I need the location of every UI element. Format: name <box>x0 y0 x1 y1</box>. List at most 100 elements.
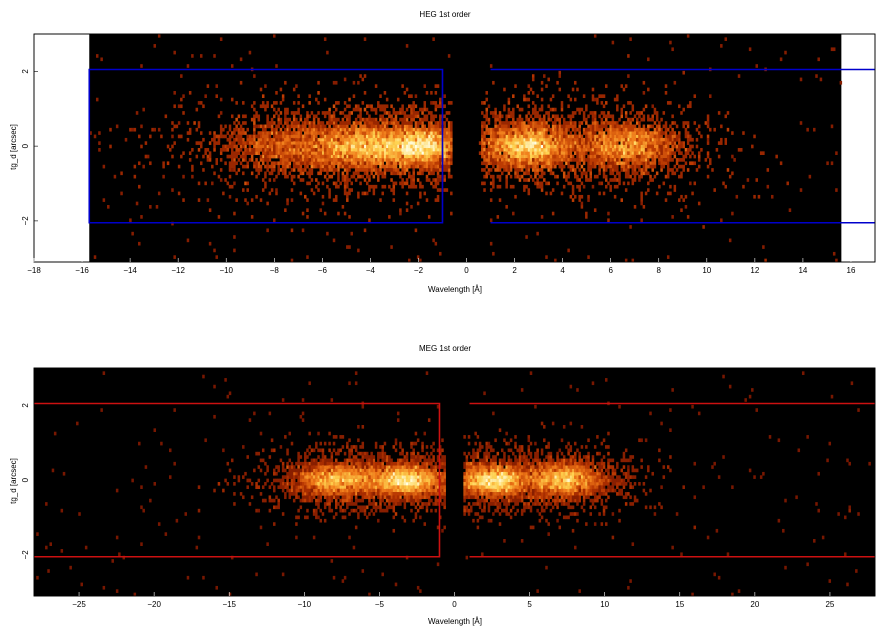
density-cell <box>352 107 356 112</box>
density-cell <box>596 151 599 155</box>
density-cell <box>310 121 314 125</box>
density-cell <box>538 131 542 135</box>
density-cell <box>445 164 449 169</box>
density-cell <box>567 127 570 132</box>
density-cell <box>290 158 294 162</box>
density-cell <box>496 127 500 132</box>
density-cell <box>602 168 606 172</box>
density-cell <box>638 121 641 125</box>
density-cell <box>624 131 628 135</box>
density-cell <box>354 124 358 129</box>
density-cell <box>483 137 486 142</box>
density-cell <box>469 461 473 466</box>
density-cell <box>277 131 280 135</box>
density-cell <box>365 468 369 473</box>
density-cell <box>321 488 325 493</box>
density-cell <box>217 134 221 139</box>
density-cell <box>339 478 342 483</box>
density-cell <box>598 191 601 196</box>
density-cell <box>255 158 258 162</box>
density-cell <box>518 131 522 135</box>
density-cell <box>379 468 382 473</box>
density-cell <box>662 164 666 169</box>
density-cell <box>374 461 378 466</box>
density-cell <box>343 188 347 192</box>
density-cell <box>613 161 617 166</box>
density-cell <box>372 117 376 122</box>
density-cell <box>399 441 402 446</box>
density-cell <box>261 144 265 149</box>
density-cell <box>613 121 617 125</box>
density-cell <box>640 111 643 115</box>
density-cell <box>609 168 612 172</box>
density-cell <box>248 148 252 152</box>
density-cell <box>589 111 593 115</box>
density-cell <box>348 168 351 172</box>
density-cell <box>292 154 296 159</box>
density-cell <box>441 461 444 466</box>
density-cell <box>337 101 340 105</box>
density-cell <box>385 468 389 473</box>
density-cell <box>326 488 329 493</box>
density-cell <box>328 174 331 179</box>
density-cell <box>427 151 431 155</box>
density-cell <box>543 171 546 176</box>
density-cell <box>365 171 369 176</box>
density-cell <box>686 104 690 109</box>
density-cell <box>213 137 216 142</box>
density-cell <box>627 121 630 125</box>
density-cell <box>363 465 367 469</box>
density-cell <box>582 127 586 132</box>
density-cell <box>647 181 650 186</box>
density-cell <box>421 488 424 493</box>
density-cell <box>321 181 325 186</box>
density-cell <box>401 458 404 463</box>
density-cell <box>416 148 420 152</box>
density-cell <box>401 107 404 112</box>
density-cell <box>618 161 621 166</box>
density-cell <box>374 482 378 486</box>
density-cell <box>304 471 307 476</box>
density-cell <box>100 57 103 62</box>
density-cell <box>297 465 300 469</box>
density-cell <box>611 124 615 129</box>
density-cell <box>299 134 303 139</box>
density-cell <box>326 137 329 142</box>
density-cell <box>328 194 331 199</box>
density-cell <box>419 168 422 172</box>
density-cell <box>545 127 548 132</box>
density-cell <box>624 127 628 132</box>
density-cell <box>341 121 345 125</box>
density-cell <box>341 141 345 145</box>
density-cell <box>346 148 349 152</box>
density-cell <box>281 148 285 152</box>
density-cell <box>680 158 683 162</box>
density-cell <box>354 445 358 449</box>
density-cell <box>434 91 438 95</box>
density-cell <box>569 164 573 169</box>
density-cell <box>835 188 838 192</box>
density-cell <box>624 134 628 139</box>
density-cell <box>372 191 376 196</box>
density-cell <box>288 117 292 122</box>
density-cell <box>585 104 588 109</box>
density-cell <box>363 482 367 486</box>
density-cell <box>423 478 427 483</box>
density-cell <box>304 495 307 500</box>
density-cell <box>523 184 526 189</box>
density-cell <box>299 144 303 149</box>
density-cell <box>576 164 579 169</box>
density-cell <box>250 151 254 155</box>
density-cell <box>582 158 586 162</box>
density-cell <box>549 148 553 152</box>
density-cell <box>257 164 261 169</box>
density-cell <box>374 475 378 479</box>
density-cell <box>359 144 362 149</box>
density-cell <box>419 171 422 176</box>
density-cell <box>562 174 566 179</box>
density-cell <box>317 144 320 149</box>
density-cell <box>235 154 238 159</box>
density-cell <box>642 124 646 129</box>
density-cell <box>341 137 345 142</box>
density-cell <box>403 91 407 95</box>
